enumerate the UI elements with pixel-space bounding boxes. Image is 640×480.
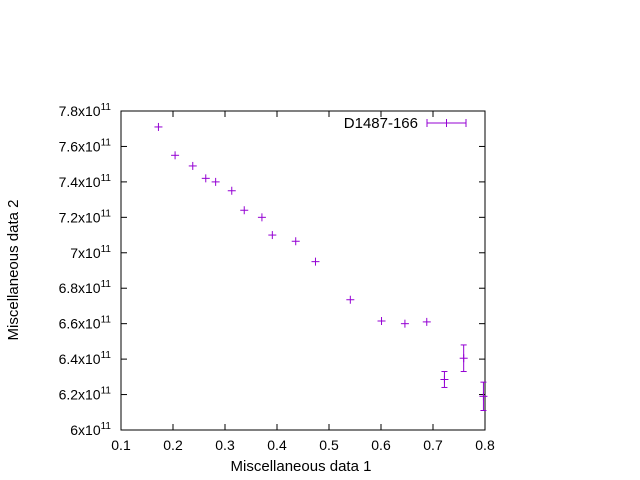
data-point (201, 174, 210, 183)
x-tick-label: 0.7 (423, 437, 443, 453)
data-point (377, 317, 386, 326)
legend-sample (426, 119, 467, 127)
data-point (268, 231, 277, 240)
data-point (154, 122, 163, 131)
axes (120, 110, 486, 431)
x-tick-label: 0.4 (267, 437, 287, 453)
data-points (154, 122, 488, 412)
legend: D1487-166 (344, 115, 467, 132)
y-axis-label: Miscellaneous data 2 (5, 200, 22, 341)
y-tick-label: 7.4x1011 (59, 173, 112, 190)
x-tick-label: 0.5 (319, 437, 339, 453)
y-tick-label: 7x1011 (70, 244, 111, 261)
y-tick-label: 6x1011 (70, 421, 111, 438)
y-tick-label: 7.2x1011 (59, 208, 112, 225)
tick-labels: 0.1 0.2 0.3 0.4 0.5 0.6 0.7 0.8 6x1011 6.2x1011 6.… (59, 102, 495, 453)
data-point (311, 257, 320, 266)
data-point (188, 161, 197, 170)
data-point (291, 237, 300, 246)
y-tick-label: 7.6x1011 (59, 137, 112, 154)
data-point (211, 177, 220, 186)
data-point (400, 319, 409, 328)
y-tick-label: 6.2x1011 (59, 386, 112, 403)
data-point (440, 371, 449, 388)
y-tick-label: 6.8x1011 (59, 279, 112, 296)
data-point (459, 344, 468, 373)
data-point (171, 151, 180, 160)
x-tick-label: 0.2 (163, 437, 183, 453)
data-point (240, 206, 249, 215)
x-axis-label: Miscellaneous data 1 (231, 458, 372, 475)
data-point (422, 317, 431, 326)
data-point (346, 295, 355, 304)
plot-frame (120, 110, 486, 431)
y-tick-label: 6.6x1011 (59, 315, 112, 332)
data-point (257, 213, 266, 222)
x-tick-label: 0.1 (111, 437, 131, 453)
x-tick-label: 0.6 (371, 437, 391, 453)
y-tick-label: 6.4x1011 (59, 350, 112, 367)
data-point (479, 381, 488, 412)
x-tick-label: 0.3 (215, 437, 235, 453)
data-point (227, 186, 236, 195)
x-tick-label: 0.8 (475, 437, 495, 453)
legend-label: D1487-166 (344, 115, 418, 132)
y-tick-label: 7.8x1011 (59, 102, 112, 119)
